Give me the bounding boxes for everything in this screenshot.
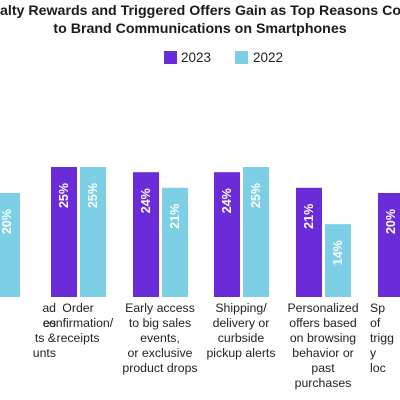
bar-2022-2 [162, 187, 188, 297]
category-label: Shipping/delivery or curbside pickup alert… [193, 301, 289, 361]
bar-2022-4 [325, 224, 351, 297]
category-label: ad es ts & unts [0, 301, 56, 361]
bar-value-label: 25% [57, 183, 71, 208]
category-label-line: behavior or [292, 346, 354, 360]
category-label-line: receipts [56, 331, 100, 345]
category-label: Sp of trigg y loc [370, 301, 400, 376]
bar-value-label: 14% [331, 240, 345, 265]
category-label-line: es [43, 316, 56, 330]
category-label-line: Sp [370, 301, 386, 315]
category-label: Order confirmation/receipts [30, 301, 126, 346]
category-label-line: offers based [289, 316, 357, 330]
legend: 2023 2022 [0, 50, 400, 66]
category-label-line: confirmation/ [42, 316, 114, 330]
bar-value-label: 21% [302, 204, 316, 229]
category-label-line: Personalized [287, 301, 359, 315]
category-label: Personalized offers based on browsing behav… [275, 301, 371, 391]
category-label-line: purchases [294, 376, 352, 390]
category-label-line: product drops [122, 361, 198, 375]
bar-2023-5 [378, 193, 400, 297]
category-label-line: pickup alerts [206, 346, 276, 360]
category-label-line: trigg [370, 331, 394, 345]
category-label-line: ts & [34, 331, 56, 345]
category-label-line: past [311, 361, 335, 375]
chart-title-line-1: alty Rewards and Triggered Offers Gain a… [0, 3, 400, 19]
bar-value-label: 20% [0, 209, 14, 234]
category-label-line: y [370, 346, 377, 360]
bar-value-label: 24% [220, 188, 234, 213]
category-label-line: of [370, 316, 381, 330]
category-label-line: events, [140, 331, 180, 345]
bar-2022-0 [0, 193, 20, 297]
category-label-line: curbside [217, 331, 265, 345]
bar-2022-3 [243, 167, 269, 297]
category-label-line: Order [62, 301, 94, 315]
category-label-line: or exclusive [127, 346, 193, 360]
bar-value-label: 20% [384, 209, 398, 234]
category-label-line: ad [42, 301, 56, 315]
bar-2022-1 [80, 167, 106, 297]
legend-swatch-2022 [235, 51, 248, 64]
bar-value-label: 21% [168, 204, 182, 229]
chart-title-line-2: to Brand Communications on Smartphones [53, 21, 347, 37]
category-label-line: Early access [125, 301, 195, 315]
category-label-line: to big sales [128, 316, 192, 330]
category-label-line: unts [32, 346, 56, 360]
category-label: Early access to big sales events, or exclus… [112, 301, 208, 376]
category-label-line: delivery or [212, 316, 270, 330]
bar-2023-4 [296, 187, 322, 297]
category-label-line: loc [370, 361, 386, 375]
bar-2023-1 [51, 167, 77, 297]
legend-swatch-2023 [164, 51, 177, 64]
bar-value-label: 25% [86, 183, 100, 208]
bar-value-label: 24% [139, 188, 153, 213]
legend-label-2023: 2023 [181, 50, 212, 65]
bar-value-label: 25% [249, 183, 263, 208]
bar-2023-2 [133, 172, 159, 297]
category-label-line: on browsing [289, 331, 357, 345]
bar-2023-3 [214, 172, 240, 297]
legend-label-2022: 2022 [253, 50, 284, 65]
category-label-line: Shipping/ [215, 301, 267, 315]
